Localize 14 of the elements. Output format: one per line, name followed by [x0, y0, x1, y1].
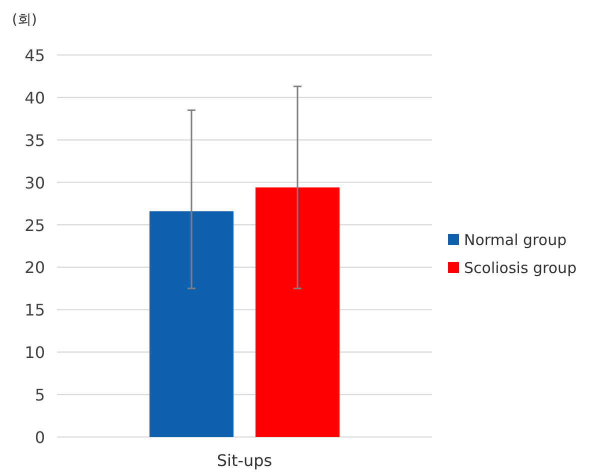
- y-tick-label: 35: [24, 130, 45, 150]
- y-tick-label: 25: [24, 216, 45, 235]
- x-tick-label: Sit-ups: [216, 451, 272, 470]
- y-tick-label: 0: [34, 428, 45, 447]
- y-tick-label: 45: [24, 46, 45, 65]
- y-tick-label: 30: [24, 173, 45, 192]
- y-tick-label: 5: [34, 386, 45, 405]
- y-tick-label: 40: [24, 88, 45, 108]
- y-tick-label: 15: [24, 300, 45, 320]
- legend-label: Scoliosis group: [464, 259, 577, 277]
- legend-label: Normal group: [464, 231, 567, 249]
- y-tick-label: 20: [24, 258, 45, 278]
- y-axis-title: (회): [12, 12, 37, 28]
- y-tick-label: 10: [24, 343, 45, 362]
